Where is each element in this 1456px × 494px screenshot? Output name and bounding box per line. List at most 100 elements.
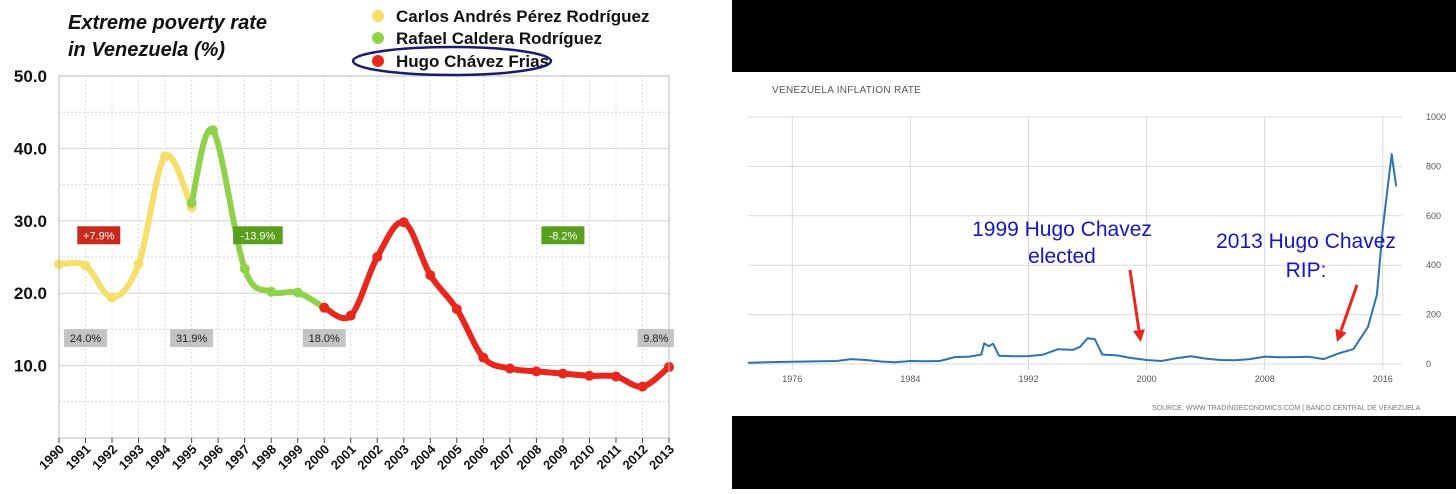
poverty-data-point xyxy=(319,302,330,313)
poverty-data-point xyxy=(478,352,489,363)
poverty-data-point xyxy=(584,370,595,381)
poverty-annotation-label: 9.8% xyxy=(643,333,668,345)
inflation-x-tick-label: 1984 xyxy=(900,374,920,384)
highlight-ellipse xyxy=(351,45,553,77)
inflation-annotation-arrow xyxy=(1339,284,1359,332)
poverty-data-point xyxy=(160,151,171,162)
poverty-annotation-label: +7.9% xyxy=(83,230,115,242)
inflation-annotation-line2: elected xyxy=(1028,245,1096,268)
poverty-annotation-label: 18.0% xyxy=(309,333,340,345)
poverty-annotation-box xyxy=(233,226,283,245)
poverty-annotation-label: 24.0% xyxy=(70,333,101,345)
inflation-y-tick-label: 1000 xyxy=(1426,112,1446,122)
inflation-chart: VENEZUELA INFLATION RATE 0 200 400 600 800 10… xyxy=(747,85,1446,412)
inflation-image-frame: VENEZUELA INFLATION RATE 0 200 400 600 800 10… xyxy=(732,0,1456,489)
inflation-x-tick-label: 2008 xyxy=(1255,374,1275,384)
poverty-annotation-label: 31.9% xyxy=(176,333,207,345)
poverty-chart-title: Extreme poverty rate xyxy=(68,12,267,34)
poverty-data-point xyxy=(80,260,91,271)
poverty-data-point xyxy=(451,304,462,315)
poverty-x-tick-label: 2007 xyxy=(487,442,518,473)
poverty-chart-panel: +7.9% -13.9% -8.2% 24.0% 31.9% 18.0% 9.8% 10.0… xyxy=(0,0,732,489)
poverty-data-point xyxy=(239,263,250,274)
inflation-series-line xyxy=(747,153,1398,364)
poverty-data-point xyxy=(531,366,542,377)
poverty-data-point xyxy=(425,270,436,281)
poverty-data-point xyxy=(345,310,356,321)
poverty-x-tick-label: 2011 xyxy=(594,442,625,473)
inflation-x-tick-label: 2016 xyxy=(1373,374,1393,384)
inflation-x-tick-label: 1992 xyxy=(1018,374,1038,384)
inflation-chart-panel: VENEZUELA INFLATION RATE 0 200 400 600 800 10… xyxy=(732,72,1456,416)
inflation-annotation-line2: RIP: xyxy=(1286,259,1327,282)
poverty-y-tick-label: 40.0 xyxy=(14,139,47,158)
poverty-x-tick-label: 2008 xyxy=(513,442,544,473)
inflation-y-tick-label: 800 xyxy=(1426,161,1441,171)
poverty-data-point xyxy=(133,259,144,270)
inflation-chart-title: VENEZUELA INFLATION RATE xyxy=(772,85,921,96)
inflation-x-tick-label: 2000 xyxy=(1137,374,1157,384)
poverty-legend: Carlos Andrés Pérez Rodríguez Rafael Cald… xyxy=(351,7,650,77)
poverty-x-tick-label: 2012 xyxy=(620,442,651,473)
poverty-x-tick-label: 2000 xyxy=(301,442,332,473)
inflation-x-tick-label: 1976 xyxy=(782,374,802,384)
poverty-x-tick-label: 2002 xyxy=(354,442,385,473)
inflation-annotation-arrowhead xyxy=(1335,328,1347,342)
poverty-x-tick-label: 1992 xyxy=(89,442,120,473)
poverty-annotation-box xyxy=(64,329,108,348)
poverty-x-tick-label: 2013 xyxy=(646,442,677,473)
poverty-annotation-box xyxy=(541,226,585,245)
poverty-x-tick-label: 2001 xyxy=(328,442,359,473)
legend-label: Carlos Andrés Pérez Rodríguez xyxy=(396,7,650,26)
poverty-annotation-label: -13.9% xyxy=(240,230,275,242)
legend-marker xyxy=(372,10,384,22)
poverty-data-point xyxy=(557,368,568,379)
poverty-x-tick-label: 1993 xyxy=(116,442,147,473)
poverty-data-point xyxy=(266,286,277,297)
poverty-x-tick-label: 1997 xyxy=(222,442,253,473)
poverty-data-point xyxy=(107,292,118,303)
inflation-y-tick-label: 600 xyxy=(1426,211,1441,221)
poverty-x-tick-label: 2005 xyxy=(434,442,465,473)
poverty-y-tick-label: 10.0 xyxy=(14,357,47,376)
poverty-y-tick-label: 30.0 xyxy=(14,212,47,231)
poverty-x-tick-label: 2006 xyxy=(460,442,491,473)
poverty-annotation-box xyxy=(302,329,346,348)
inflation-y-tick-label: 200 xyxy=(1426,310,1441,320)
poverty-x-tick-label: 1994 xyxy=(142,441,174,473)
legend-marker xyxy=(372,55,384,67)
poverty-data-point xyxy=(504,363,515,374)
poverty-x-tick-label: 2009 xyxy=(540,442,571,473)
poverty-annotation-box xyxy=(77,226,121,245)
inflation-source: SOURCE: WWW.TRADINGECONOMICS.COM | BANCO… xyxy=(1152,405,1421,412)
poverty-x-tick-label: 1996 xyxy=(195,442,226,473)
inflation-annotation-arrow xyxy=(1128,269,1141,331)
poverty-x-tick-label: 1998 xyxy=(248,442,279,473)
poverty-data-point xyxy=(398,217,409,228)
poverty-series-line xyxy=(188,126,328,311)
legend-label: Hugo Chávez Frias xyxy=(396,52,549,71)
inflation-y-tick-label: 400 xyxy=(1426,260,1441,270)
poverty-x-tick-label: 2003 xyxy=(381,442,412,473)
poverty-annotation-box xyxy=(170,329,214,348)
poverty-x-tick-label: 2004 xyxy=(407,441,439,473)
inflation-annotation-arrowhead xyxy=(1133,329,1145,342)
poverty-data-point xyxy=(637,381,648,392)
inflation-annotation-line1: 2013 Hugo Chavez xyxy=(1216,230,1396,253)
poverty-data-point xyxy=(292,287,303,298)
legend-label: Rafael Caldera Rodríguez xyxy=(396,29,602,48)
legend-marker xyxy=(372,32,384,44)
inflation-y-tick-label: 0 xyxy=(1426,359,1431,369)
poverty-data-point xyxy=(610,371,621,382)
poverty-x-tick-label: 1990 xyxy=(36,442,67,473)
poverty-annotation-box xyxy=(637,329,674,348)
poverty-plot-frame xyxy=(58,75,670,439)
poverty-y-tick-label: 20.0 xyxy=(14,284,47,303)
poverty-y-tick-label: 50.0 xyxy=(14,67,47,86)
poverty-data-point xyxy=(372,252,383,262)
poverty-annotation-label: -8.2% xyxy=(549,230,578,242)
poverty-x-tick-label: 1991 xyxy=(63,442,94,473)
poverty-x-tick-label: 1999 xyxy=(275,442,306,473)
poverty-x-tick-label: 1995 xyxy=(169,442,200,473)
poverty-chart-subtitle: in Venezuela (%) xyxy=(68,39,225,61)
